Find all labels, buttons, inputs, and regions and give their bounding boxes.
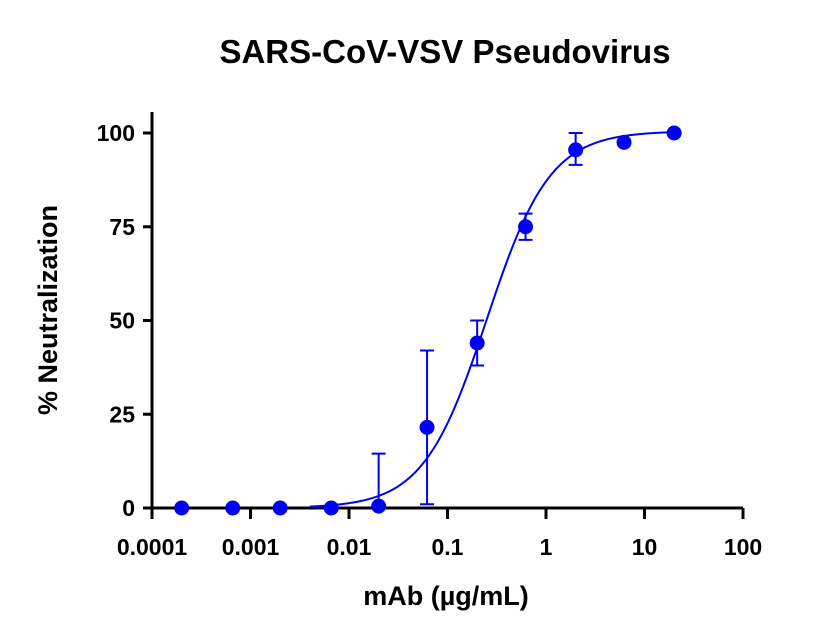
data-point: [174, 500, 190, 516]
data-point: [371, 498, 387, 514]
data-point: [518, 219, 534, 235]
plot-area: [174, 125, 682, 516]
data-point: [225, 500, 241, 516]
fit-curve: [309, 131, 675, 508]
data-point: [272, 500, 288, 516]
x-ticks: 0.0001 0.001 0.01 0.1 1 10 100: [117, 508, 762, 560]
y-tick-label: 25: [109, 401, 135, 427]
error-bars: [371, 132, 583, 509]
x-tick-label: 1: [540, 534, 553, 560]
x-tick-label: 10: [632, 534, 658, 560]
data-point: [469, 335, 485, 351]
x-tick-label: 0.001: [222, 534, 280, 560]
data-point: [666, 125, 682, 141]
x-tick-label: 0.0001: [117, 534, 188, 560]
y-tick-label: 75: [109, 214, 135, 240]
data-points: [174, 125, 682, 516]
data-point: [616, 134, 632, 150]
axes: 0 25 50 75 100 0.0001 0.001 0.01 0.1 1 10 100: [97, 112, 762, 560]
x-tick-label: 0.1: [432, 534, 464, 560]
y-ticks: 0 25 50 75 100: [97, 120, 152, 521]
y-axis-label: % Neutralization: [33, 205, 63, 415]
y-tick-label: 100: [97, 120, 135, 146]
chart-title: SARS-CoV-VSV Pseudovirus: [219, 33, 670, 70]
x-tick-label: 0.01: [327, 534, 372, 560]
y-tick-label: 0: [122, 495, 135, 521]
data-point: [323, 500, 339, 516]
data-point: [419, 419, 435, 435]
x-axis-label: mAb (µg/mL): [363, 581, 529, 611]
data-point: [568, 142, 584, 158]
y-tick-label: 50: [109, 308, 135, 334]
x-tick-label: 100: [724, 534, 762, 560]
